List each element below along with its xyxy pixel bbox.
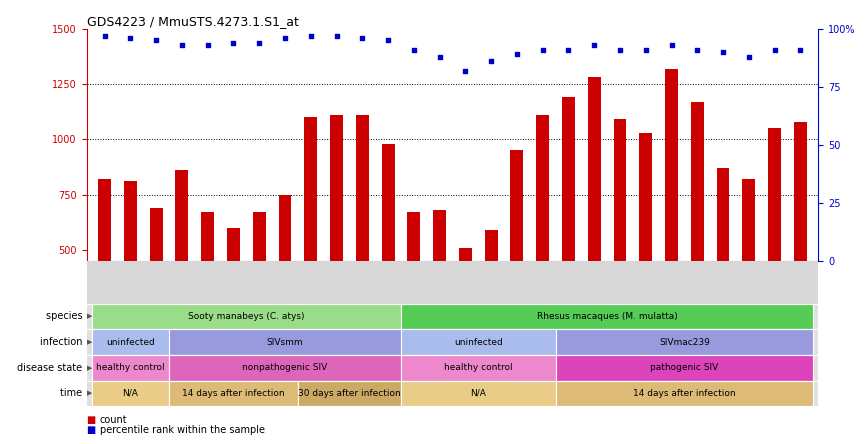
Text: healthy control: healthy control bbox=[444, 363, 513, 372]
Bar bbox=[279, 194, 292, 261]
Point bbox=[433, 53, 447, 60]
Text: infection: infection bbox=[40, 337, 86, 347]
Bar bbox=[639, 133, 652, 261]
Text: Sooty manabeys (C. atys): Sooty manabeys (C. atys) bbox=[188, 312, 305, 321]
Point bbox=[175, 42, 189, 49]
Bar bbox=[401, 304, 813, 329]
Text: SIVmac239: SIVmac239 bbox=[659, 337, 710, 347]
Bar bbox=[768, 128, 781, 261]
Text: time: time bbox=[61, 388, 86, 398]
Bar bbox=[562, 97, 575, 261]
Text: 30 days after infection: 30 days after infection bbox=[298, 389, 401, 398]
Bar bbox=[356, 115, 369, 261]
Text: healthy control: healthy control bbox=[96, 363, 165, 372]
Bar bbox=[536, 115, 549, 261]
Text: pathogenic SIV: pathogenic SIV bbox=[650, 363, 719, 372]
Bar bbox=[556, 355, 813, 381]
Point bbox=[793, 46, 807, 53]
Bar bbox=[253, 212, 266, 261]
Text: ▶: ▶ bbox=[87, 365, 92, 371]
Point bbox=[124, 35, 138, 42]
Point bbox=[381, 37, 395, 44]
Bar bbox=[433, 210, 446, 261]
Bar bbox=[588, 78, 601, 261]
Text: uninfected: uninfected bbox=[106, 337, 155, 347]
Bar bbox=[665, 69, 678, 261]
Bar bbox=[742, 179, 755, 261]
Bar bbox=[401, 355, 556, 381]
Text: N/A: N/A bbox=[470, 389, 486, 398]
Point bbox=[355, 35, 369, 42]
Point bbox=[587, 42, 601, 49]
Bar bbox=[227, 228, 240, 261]
Bar bbox=[401, 329, 556, 355]
Text: ▶: ▶ bbox=[87, 339, 92, 345]
Bar bbox=[169, 381, 298, 406]
Bar bbox=[176, 170, 189, 261]
Text: ▶: ▶ bbox=[87, 313, 92, 320]
Point bbox=[742, 53, 756, 60]
Point bbox=[278, 35, 292, 42]
Bar bbox=[92, 304, 401, 329]
Text: count: count bbox=[100, 416, 127, 425]
Point bbox=[330, 32, 344, 40]
Point bbox=[407, 46, 421, 53]
Point bbox=[149, 37, 163, 44]
Bar bbox=[201, 212, 214, 261]
Bar bbox=[92, 381, 169, 406]
Bar bbox=[304, 117, 317, 261]
Point bbox=[98, 32, 112, 40]
Bar bbox=[794, 122, 807, 261]
Bar bbox=[330, 115, 343, 261]
Bar bbox=[169, 329, 401, 355]
Text: ▶: ▶ bbox=[87, 390, 92, 396]
Point bbox=[613, 46, 627, 53]
Bar bbox=[298, 381, 401, 406]
Point bbox=[536, 46, 550, 53]
Point bbox=[304, 32, 318, 40]
Text: nonpathogenic SIV: nonpathogenic SIV bbox=[242, 363, 327, 372]
Bar bbox=[510, 151, 523, 261]
Text: 14 days after infection: 14 days after infection bbox=[182, 389, 285, 398]
Bar bbox=[556, 381, 813, 406]
Text: GDS4223 / MmuSTS.4273.1.S1_at: GDS4223 / MmuSTS.4273.1.S1_at bbox=[87, 15, 299, 28]
Text: uninfected: uninfected bbox=[454, 337, 502, 347]
Bar bbox=[382, 144, 395, 261]
Point bbox=[639, 46, 653, 53]
Bar bbox=[150, 208, 163, 261]
Point bbox=[252, 39, 266, 46]
Point bbox=[484, 58, 498, 65]
Bar bbox=[92, 329, 169, 355]
Bar bbox=[92, 355, 169, 381]
Bar bbox=[407, 212, 420, 261]
Bar bbox=[401, 381, 556, 406]
Point bbox=[227, 39, 241, 46]
Bar bbox=[98, 179, 111, 261]
Bar bbox=[691, 102, 704, 261]
Point bbox=[716, 48, 730, 56]
Point bbox=[664, 42, 678, 49]
Point bbox=[561, 46, 575, 53]
Text: Rhesus macaques (M. mulatta): Rhesus macaques (M. mulatta) bbox=[537, 312, 677, 321]
Text: ■: ■ bbox=[87, 425, 96, 435]
Text: percentile rank within the sample: percentile rank within the sample bbox=[100, 425, 265, 435]
Point bbox=[767, 46, 781, 53]
Point bbox=[690, 46, 704, 53]
Bar bbox=[485, 230, 498, 261]
Text: species: species bbox=[46, 312, 86, 321]
Text: disease state: disease state bbox=[17, 363, 86, 373]
Text: N/A: N/A bbox=[122, 389, 139, 398]
Bar bbox=[613, 119, 626, 261]
Text: 14 days after infection: 14 days after infection bbox=[633, 389, 736, 398]
Bar bbox=[556, 329, 813, 355]
Text: SIVsmm: SIVsmm bbox=[267, 337, 303, 347]
Text: ■: ■ bbox=[87, 416, 96, 425]
Bar bbox=[169, 355, 401, 381]
Point bbox=[201, 42, 215, 49]
Point bbox=[510, 51, 524, 58]
Bar bbox=[459, 248, 472, 261]
Bar bbox=[716, 168, 729, 261]
Point bbox=[458, 67, 472, 74]
Bar bbox=[124, 181, 137, 261]
